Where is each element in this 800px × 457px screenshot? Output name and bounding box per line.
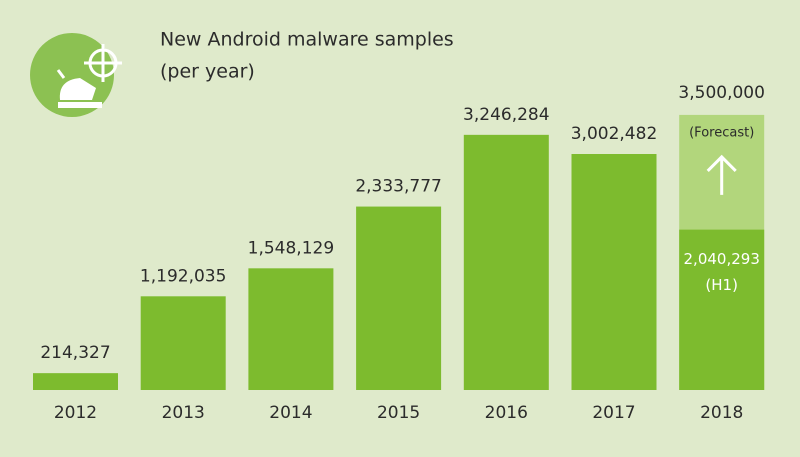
chart-subtitle: (per year): [160, 61, 255, 83]
value-label: 1,548,129: [248, 238, 335, 258]
x-tick-label: 2018: [700, 403, 743, 423]
bar: [248, 268, 334, 390]
value-label: 1,192,035: [140, 266, 227, 286]
bar: [356, 206, 442, 390]
x-tick-label: 2017: [592, 403, 635, 423]
value-label: 3,246,284: [463, 105, 550, 125]
x-tick-label: 2016: [485, 403, 528, 423]
value-label: 214,327: [40, 343, 110, 363]
bar: [679, 229, 765, 390]
value-label: 2,040,293: [684, 250, 760, 268]
forecast-label: (Forecast): [689, 125, 754, 140]
bar: [140, 296, 226, 390]
chart-title: New Android malware samples: [160, 29, 454, 51]
x-tick-label: 2013: [162, 403, 205, 423]
bar: [571, 154, 657, 390]
forecast-arrow: [706, 154, 737, 195]
forecast-value-label: 3,500,000: [678, 83, 765, 103]
x-tick-label: 2014: [269, 403, 312, 423]
value-label: 3,002,482: [571, 124, 658, 144]
partial-label: (H1): [705, 276, 738, 294]
x-tick-label: 2015: [377, 403, 420, 423]
icon: [30, 33, 122, 117]
x-tick-label: 2012: [54, 403, 97, 423]
bar: [33, 373, 118, 390]
bar: [463, 134, 549, 390]
value-label: 2,333,777: [355, 177, 442, 197]
